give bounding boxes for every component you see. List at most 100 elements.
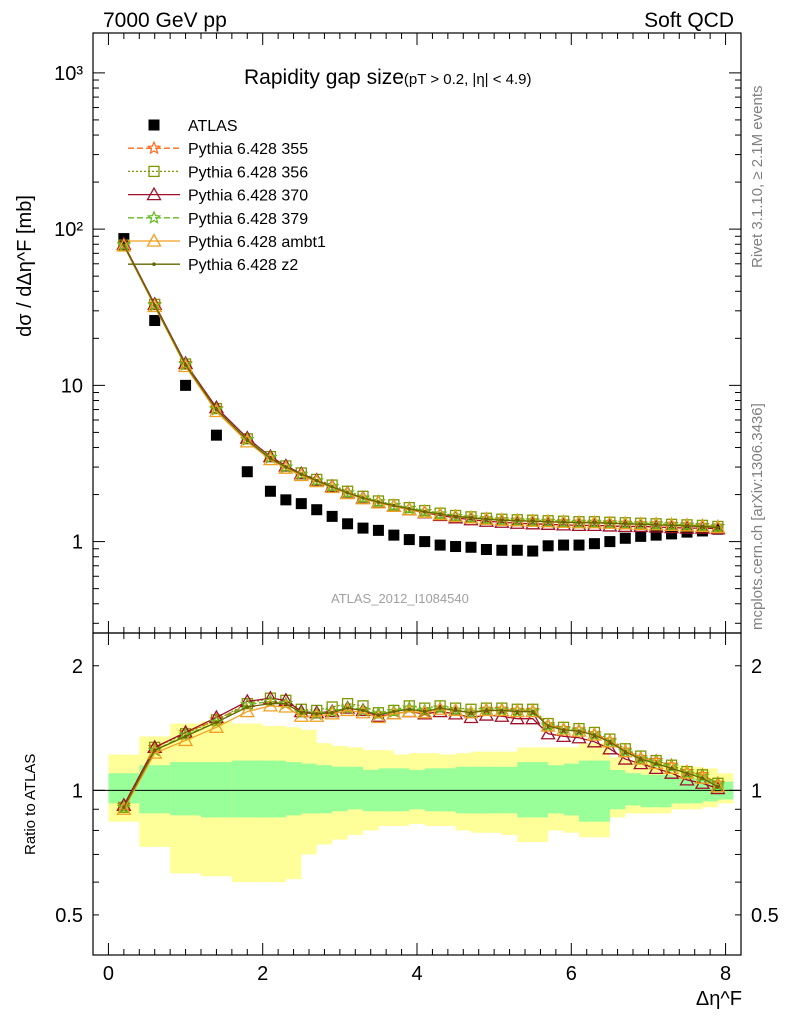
data-point-z2 <box>484 517 489 522</box>
ratio-point-z2 <box>284 701 288 706</box>
ratio-point-p379 <box>540 718 556 733</box>
data-point-data <box>681 526 693 538</box>
data-point-p379 <box>510 513 525 527</box>
data-point-z2 <box>546 519 550 524</box>
data-point-ambt1 <box>309 473 325 488</box>
ratio-point-ambt1 <box>401 703 417 718</box>
data-point-ambt1 <box>262 451 279 466</box>
ratio-point-p379 <box>448 702 463 717</box>
ratio-point-ambt1 <box>116 801 132 815</box>
data-point-data <box>604 536 616 548</box>
data-point-z2 <box>453 514 458 519</box>
ratio-point-ambt1 <box>309 708 325 722</box>
data-point-p379 <box>571 515 587 529</box>
ratio-point-z2 <box>685 771 689 776</box>
ratio-point-p370 <box>617 751 633 765</box>
data-point-z2 <box>500 518 504 523</box>
data-point-z2 <box>407 507 412 511</box>
ratio-point-ambt1 <box>494 702 510 717</box>
data-point-ambt1 <box>324 479 340 494</box>
data-point-p379 <box>633 516 648 531</box>
data-point-data <box>295 498 307 510</box>
ratio-point-z2 <box>654 761 658 766</box>
data-point-z2 <box>345 491 350 495</box>
data-point-ambt1 <box>239 434 255 448</box>
data-point-data <box>434 539 446 551</box>
data-point-data <box>372 524 384 536</box>
data-point-data <box>241 466 253 478</box>
legend: ATLAS Pythia 6.428 355 Pythia 6.428 356 Pyt… <box>128 118 326 274</box>
rivet-version-note: Rivet 3.1.10, ≥ 2.1M events <box>749 85 766 269</box>
data-point-data <box>511 544 523 556</box>
ratio-point-p370 <box>339 700 356 714</box>
ratio-y-tick-label: 1 <box>72 780 83 802</box>
legend-label-p379: Pythia 6.428 379 <box>188 211 308 228</box>
data-point-z2 <box>592 520 597 525</box>
data-point-data <box>465 541 477 553</box>
ratio-point-p370 <box>555 728 572 743</box>
ratio-y-axis-label: Ratio to ATLAS <box>22 753 39 855</box>
ratio-point-z2 <box>361 708 365 713</box>
ratio-point-p379 <box>432 700 448 715</box>
data-point-p379 <box>648 516 664 531</box>
x-tick-label: 2 <box>257 963 268 985</box>
ratio-point-z2 <box>638 757 643 761</box>
data-point-data <box>357 522 369 534</box>
ratio-point-z2 <box>245 705 250 709</box>
data-point-data <box>264 485 276 497</box>
ratio-point-z2 <box>152 748 157 753</box>
data-point-p379 <box>386 498 402 512</box>
ratio-point-ambt1 <box>540 718 556 732</box>
ratio-point-z2 <box>577 729 581 733</box>
legend-marker-ambt1 <box>146 233 162 247</box>
data-point-data <box>573 539 585 551</box>
data-point-p379 <box>710 519 726 534</box>
ratio-point-ambt1 <box>710 778 726 793</box>
ratio-point-z2 <box>716 784 720 789</box>
data-point-z2 <box>654 523 658 527</box>
series-line-p355 <box>123 243 718 528</box>
uncertainty-band-inner <box>139 765 171 814</box>
data-point-p379 <box>602 515 618 530</box>
ratio-point-ambt1 <box>208 719 225 733</box>
legend-marker-data <box>148 119 160 131</box>
data-point-data <box>666 528 678 540</box>
header-right: Soft QCD <box>644 9 734 32</box>
data-point-data <box>419 536 431 548</box>
data-point-p379 <box>618 516 633 530</box>
data-point-z2 <box>376 500 381 504</box>
data-point-ambt1 <box>339 485 356 500</box>
plot-title-main: Rapidity gap size <box>244 66 404 89</box>
ratio-point-p379 <box>116 799 132 814</box>
ratio-point-ambt1 <box>262 698 279 712</box>
plot-title: Rapidity gap size(pT > 0.2, |η| < 4.9) <box>244 66 532 90</box>
data-point-data <box>280 494 292 506</box>
x-tick-label: 8 <box>720 963 731 985</box>
mcplots-reference-note: mcplots.cern.ch [arXiv:1306.3436] <box>749 403 766 630</box>
series-line-ambt1 <box>123 245 718 529</box>
ratio-point-z2 <box>183 734 188 739</box>
legend-marker-p355 <box>146 140 162 155</box>
data-point-ambt1 <box>293 467 309 482</box>
data-point-z2 <box>623 521 628 526</box>
ratio-point-p379 <box>510 704 525 718</box>
x-tick-label: 0 <box>103 963 114 985</box>
data-point-p379 <box>417 503 432 518</box>
data-point-ambt1 <box>278 460 294 474</box>
ratio-point-z2 <box>484 708 489 713</box>
ratio-point-z2 <box>376 713 381 717</box>
data-point-data <box>311 504 323 516</box>
ratio-point-ambt1 <box>386 706 402 720</box>
data-point-data <box>149 315 161 327</box>
ratio-point-z2 <box>407 707 412 712</box>
ratio-point-ambt1 <box>293 708 309 722</box>
data-point-z2 <box>469 516 473 520</box>
ratio-point-p370 <box>602 740 618 755</box>
data-point-p379 <box>448 508 463 523</box>
upper-y-axis-label: dσ / dΔη^F [mb] <box>14 195 36 337</box>
data-point-p379 <box>402 500 417 515</box>
ratio-y-tick-label: 0.5 <box>55 905 83 927</box>
ratio-point-ambt1 <box>147 745 163 759</box>
plot-title-cut: (pT > 0.2, |η| < 4.9) <box>403 71 532 88</box>
data-point-z2 <box>561 520 566 525</box>
